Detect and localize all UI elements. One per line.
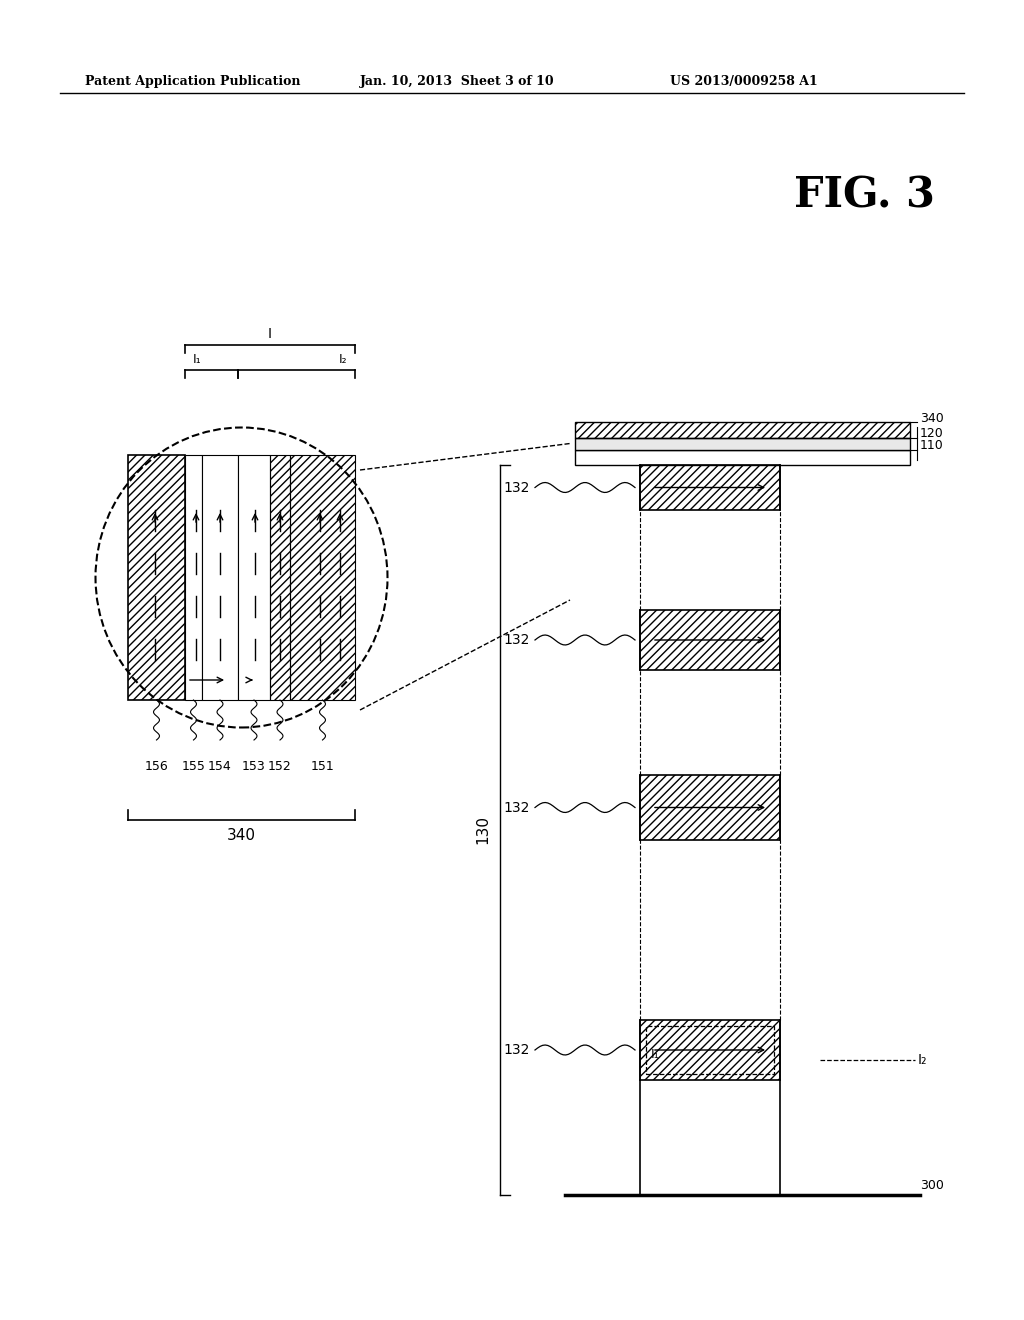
Text: 130: 130 (475, 816, 490, 845)
Text: 151: 151 (310, 760, 335, 774)
Bar (640, 610, 780, 671)
Text: 154: 154 (208, 760, 231, 774)
Bar (575, 438, 910, 450)
Bar (575, 450, 910, 465)
Text: Jan. 10, 2013  Sheet 3 of 10: Jan. 10, 2013 Sheet 3 of 10 (360, 75, 555, 88)
Bar (290, 455, 355, 700)
Text: 120: 120 (920, 426, 944, 440)
Text: 153: 153 (242, 760, 266, 774)
Text: 155: 155 (181, 760, 206, 774)
Text: I₁: I₁ (193, 352, 202, 366)
Bar (238, 455, 270, 700)
Bar (640, 465, 780, 510)
Bar (185, 455, 202, 700)
Text: 132: 132 (504, 800, 530, 814)
Bar (270, 455, 290, 700)
Text: FIG. 3: FIG. 3 (795, 176, 935, 216)
Bar (128, 455, 185, 700)
Text: 132: 132 (504, 1043, 530, 1057)
Bar (640, 775, 780, 840)
Text: 132: 132 (504, 480, 530, 495)
Text: I₂: I₂ (918, 1053, 928, 1067)
Text: 300: 300 (920, 1179, 944, 1192)
Text: I₁: I₁ (651, 1048, 659, 1061)
Text: 132: 132 (504, 634, 530, 647)
Text: I: I (268, 327, 272, 341)
Bar (202, 455, 238, 700)
Text: 110: 110 (920, 440, 944, 451)
Text: I₂: I₂ (338, 352, 347, 366)
Bar (646, 1026, 774, 1074)
Text: 156: 156 (144, 760, 168, 774)
Text: 340: 340 (920, 412, 944, 425)
Text: US 2013/0009258 A1: US 2013/0009258 A1 (670, 75, 818, 88)
Text: 152: 152 (268, 760, 292, 774)
Text: 340: 340 (227, 828, 256, 843)
Bar (575, 422, 910, 438)
Text: Patent Application Publication: Patent Application Publication (85, 75, 300, 88)
Bar (640, 1020, 780, 1080)
